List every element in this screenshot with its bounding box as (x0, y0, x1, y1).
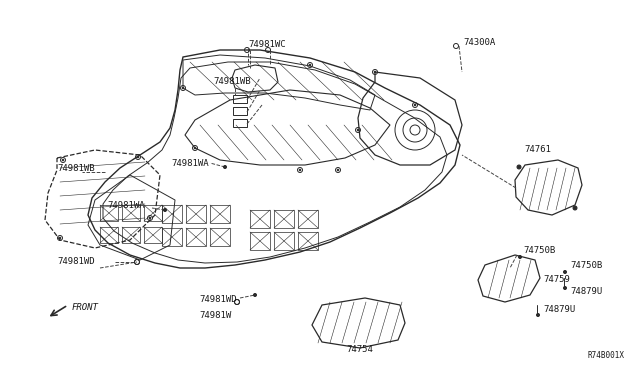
Text: 74879U: 74879U (570, 288, 602, 296)
Circle shape (374, 71, 376, 73)
Circle shape (194, 147, 196, 149)
Text: 74981W: 74981W (199, 311, 231, 320)
Circle shape (337, 169, 339, 171)
Circle shape (299, 169, 301, 171)
Circle shape (163, 208, 166, 212)
Circle shape (137, 156, 139, 158)
Circle shape (149, 217, 151, 219)
Circle shape (357, 129, 359, 131)
Text: 74300A: 74300A (463, 38, 495, 46)
Circle shape (536, 314, 540, 317)
Text: 74759: 74759 (543, 276, 570, 285)
Text: 74981WC: 74981WC (248, 39, 285, 48)
Circle shape (253, 294, 257, 296)
Text: 74750B: 74750B (570, 260, 602, 269)
Bar (233, 107, 247, 115)
Circle shape (414, 104, 416, 106)
Circle shape (573, 206, 577, 210)
Circle shape (62, 159, 64, 161)
Circle shape (517, 165, 521, 169)
Text: 74981WB: 74981WB (213, 77, 251, 86)
Text: 74981WA: 74981WA (107, 201, 145, 209)
Text: 74981WA: 74981WA (171, 158, 209, 167)
Text: FRONT: FRONT (72, 304, 99, 312)
Text: 74981WD: 74981WD (199, 295, 237, 304)
Bar (233, 119, 247, 127)
Text: 74981WD: 74981WD (57, 257, 95, 266)
Circle shape (563, 270, 566, 273)
Bar (233, 95, 247, 103)
Circle shape (518, 256, 522, 259)
Text: 74750B: 74750B (523, 246, 556, 254)
Text: 74981WB: 74981WB (57, 164, 95, 173)
Circle shape (60, 237, 61, 239)
Text: 74879U: 74879U (543, 305, 575, 314)
Circle shape (182, 87, 184, 89)
Text: 74761: 74761 (524, 144, 551, 154)
Circle shape (563, 286, 566, 289)
Text: 74754: 74754 (347, 344, 373, 353)
Circle shape (223, 166, 227, 169)
Text: R74B001X: R74B001X (588, 350, 625, 359)
Circle shape (309, 64, 311, 66)
